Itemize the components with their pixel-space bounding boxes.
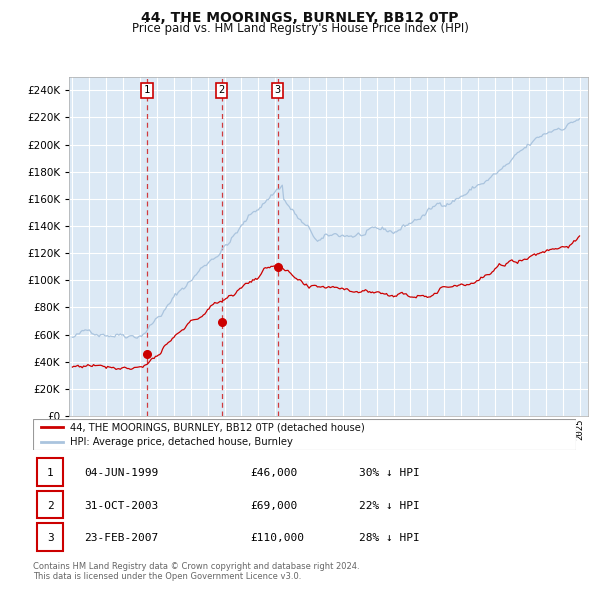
Text: 3: 3 [47, 533, 54, 543]
Text: 44, THE MOORINGS, BURNLEY, BB12 0TP (detached house): 44, THE MOORINGS, BURNLEY, BB12 0TP (det… [70, 422, 365, 432]
Text: 31-OCT-2003: 31-OCT-2003 [85, 501, 159, 511]
FancyBboxPatch shape [37, 458, 64, 486]
FancyBboxPatch shape [37, 523, 64, 550]
Text: 2: 2 [47, 501, 54, 511]
Text: 22% ↓ HPI: 22% ↓ HPI [359, 501, 419, 511]
Text: 1: 1 [144, 85, 150, 95]
Text: £46,000: £46,000 [250, 468, 298, 478]
Text: £110,000: £110,000 [250, 533, 304, 543]
Text: Contains HM Land Registry data © Crown copyright and database right 2024.: Contains HM Land Registry data © Crown c… [33, 562, 359, 571]
Text: 1: 1 [47, 468, 54, 478]
FancyBboxPatch shape [33, 419, 576, 450]
Text: 3: 3 [274, 85, 281, 95]
Text: Price paid vs. HM Land Registry's House Price Index (HPI): Price paid vs. HM Land Registry's House … [131, 22, 469, 35]
Text: HPI: Average price, detached house, Burnley: HPI: Average price, detached house, Burn… [70, 437, 293, 447]
Text: 23-FEB-2007: 23-FEB-2007 [85, 533, 159, 543]
Text: 30% ↓ HPI: 30% ↓ HPI [359, 468, 419, 478]
Text: 04-JUN-1999: 04-JUN-1999 [85, 468, 159, 478]
Text: 2: 2 [218, 85, 225, 95]
Text: 28% ↓ HPI: 28% ↓ HPI [359, 533, 419, 543]
Text: This data is licensed under the Open Government Licence v3.0.: This data is licensed under the Open Gov… [33, 572, 301, 581]
Text: 44, THE MOORINGS, BURNLEY, BB12 0TP: 44, THE MOORINGS, BURNLEY, BB12 0TP [141, 11, 459, 25]
Text: £69,000: £69,000 [250, 501, 298, 511]
FancyBboxPatch shape [37, 491, 64, 518]
